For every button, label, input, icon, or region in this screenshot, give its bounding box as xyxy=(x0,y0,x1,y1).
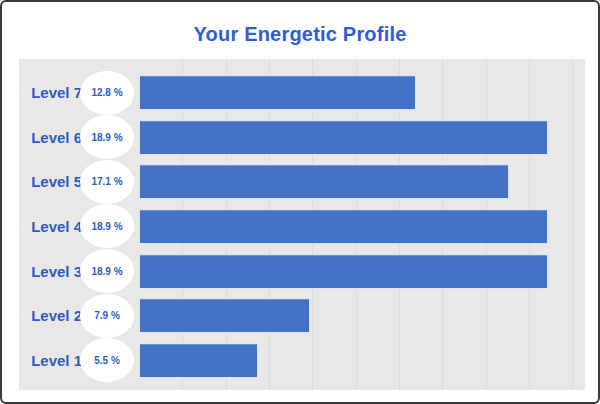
category-label: Level 5 xyxy=(19,164,82,199)
value-label: 5.5 % xyxy=(94,355,120,366)
chart-row: Level 3 18.9 % xyxy=(19,254,583,299)
bar xyxy=(139,298,310,333)
value-badge: 18.9 % xyxy=(80,249,134,293)
bar-track xyxy=(139,254,583,289)
category-label: Level 1 xyxy=(19,343,82,378)
chart-card: Your Energetic Profile Level 7 12.8 % Le… xyxy=(0,0,600,404)
bar-track xyxy=(139,75,583,110)
value-label: 12.8 % xyxy=(91,87,122,98)
category-label: Level 7 xyxy=(19,75,82,110)
chart-row: Level 7 12.8 % xyxy=(19,75,583,120)
value-label: 18.9 % xyxy=(91,132,122,143)
category-label: Level 3 xyxy=(19,254,82,289)
chart-row: Level 4 18.9 % xyxy=(19,209,583,254)
value-label: 18.9 % xyxy=(91,266,122,277)
bar-track xyxy=(139,164,583,199)
bar xyxy=(139,164,509,199)
category-label: Level 4 xyxy=(19,209,82,244)
bar-track xyxy=(139,120,583,155)
bar xyxy=(139,254,548,289)
category-label: Level 2 xyxy=(19,298,82,333)
value-label: 7.9 % xyxy=(94,310,120,321)
value-label: 18.9 % xyxy=(91,221,122,232)
chart-row: Level 1 5.5 % xyxy=(19,343,583,388)
chart-row: Level 6 18.9 % xyxy=(19,120,583,165)
bar xyxy=(139,343,258,378)
chart-title: Your Energetic Profile xyxy=(2,23,598,46)
value-badge: 18.9 % xyxy=(80,204,134,248)
bar xyxy=(139,75,416,110)
value-badge: 12.8 % xyxy=(80,71,134,115)
value-label: 17.1 % xyxy=(91,176,122,187)
rows: Level 7 12.8 % Level 6 18.9 % Level 5 17… xyxy=(19,75,583,388)
bar xyxy=(139,120,548,155)
bar-track xyxy=(139,298,583,333)
chart-row: Level 2 7.9 % xyxy=(19,298,583,343)
value-badge: 17.1 % xyxy=(80,160,134,204)
value-badge: 5.5 % xyxy=(80,338,134,382)
bar-track xyxy=(139,209,583,244)
plot-area: Level 7 12.8 % Level 6 18.9 % Level 5 17… xyxy=(19,59,585,390)
value-badge: 7.9 % xyxy=(80,294,134,338)
bar-track xyxy=(139,343,583,378)
chart-row: Level 5 17.1 % xyxy=(19,164,583,209)
value-badge: 18.9 % xyxy=(80,115,134,159)
bar xyxy=(139,209,548,244)
category-label: Level 6 xyxy=(19,120,82,155)
